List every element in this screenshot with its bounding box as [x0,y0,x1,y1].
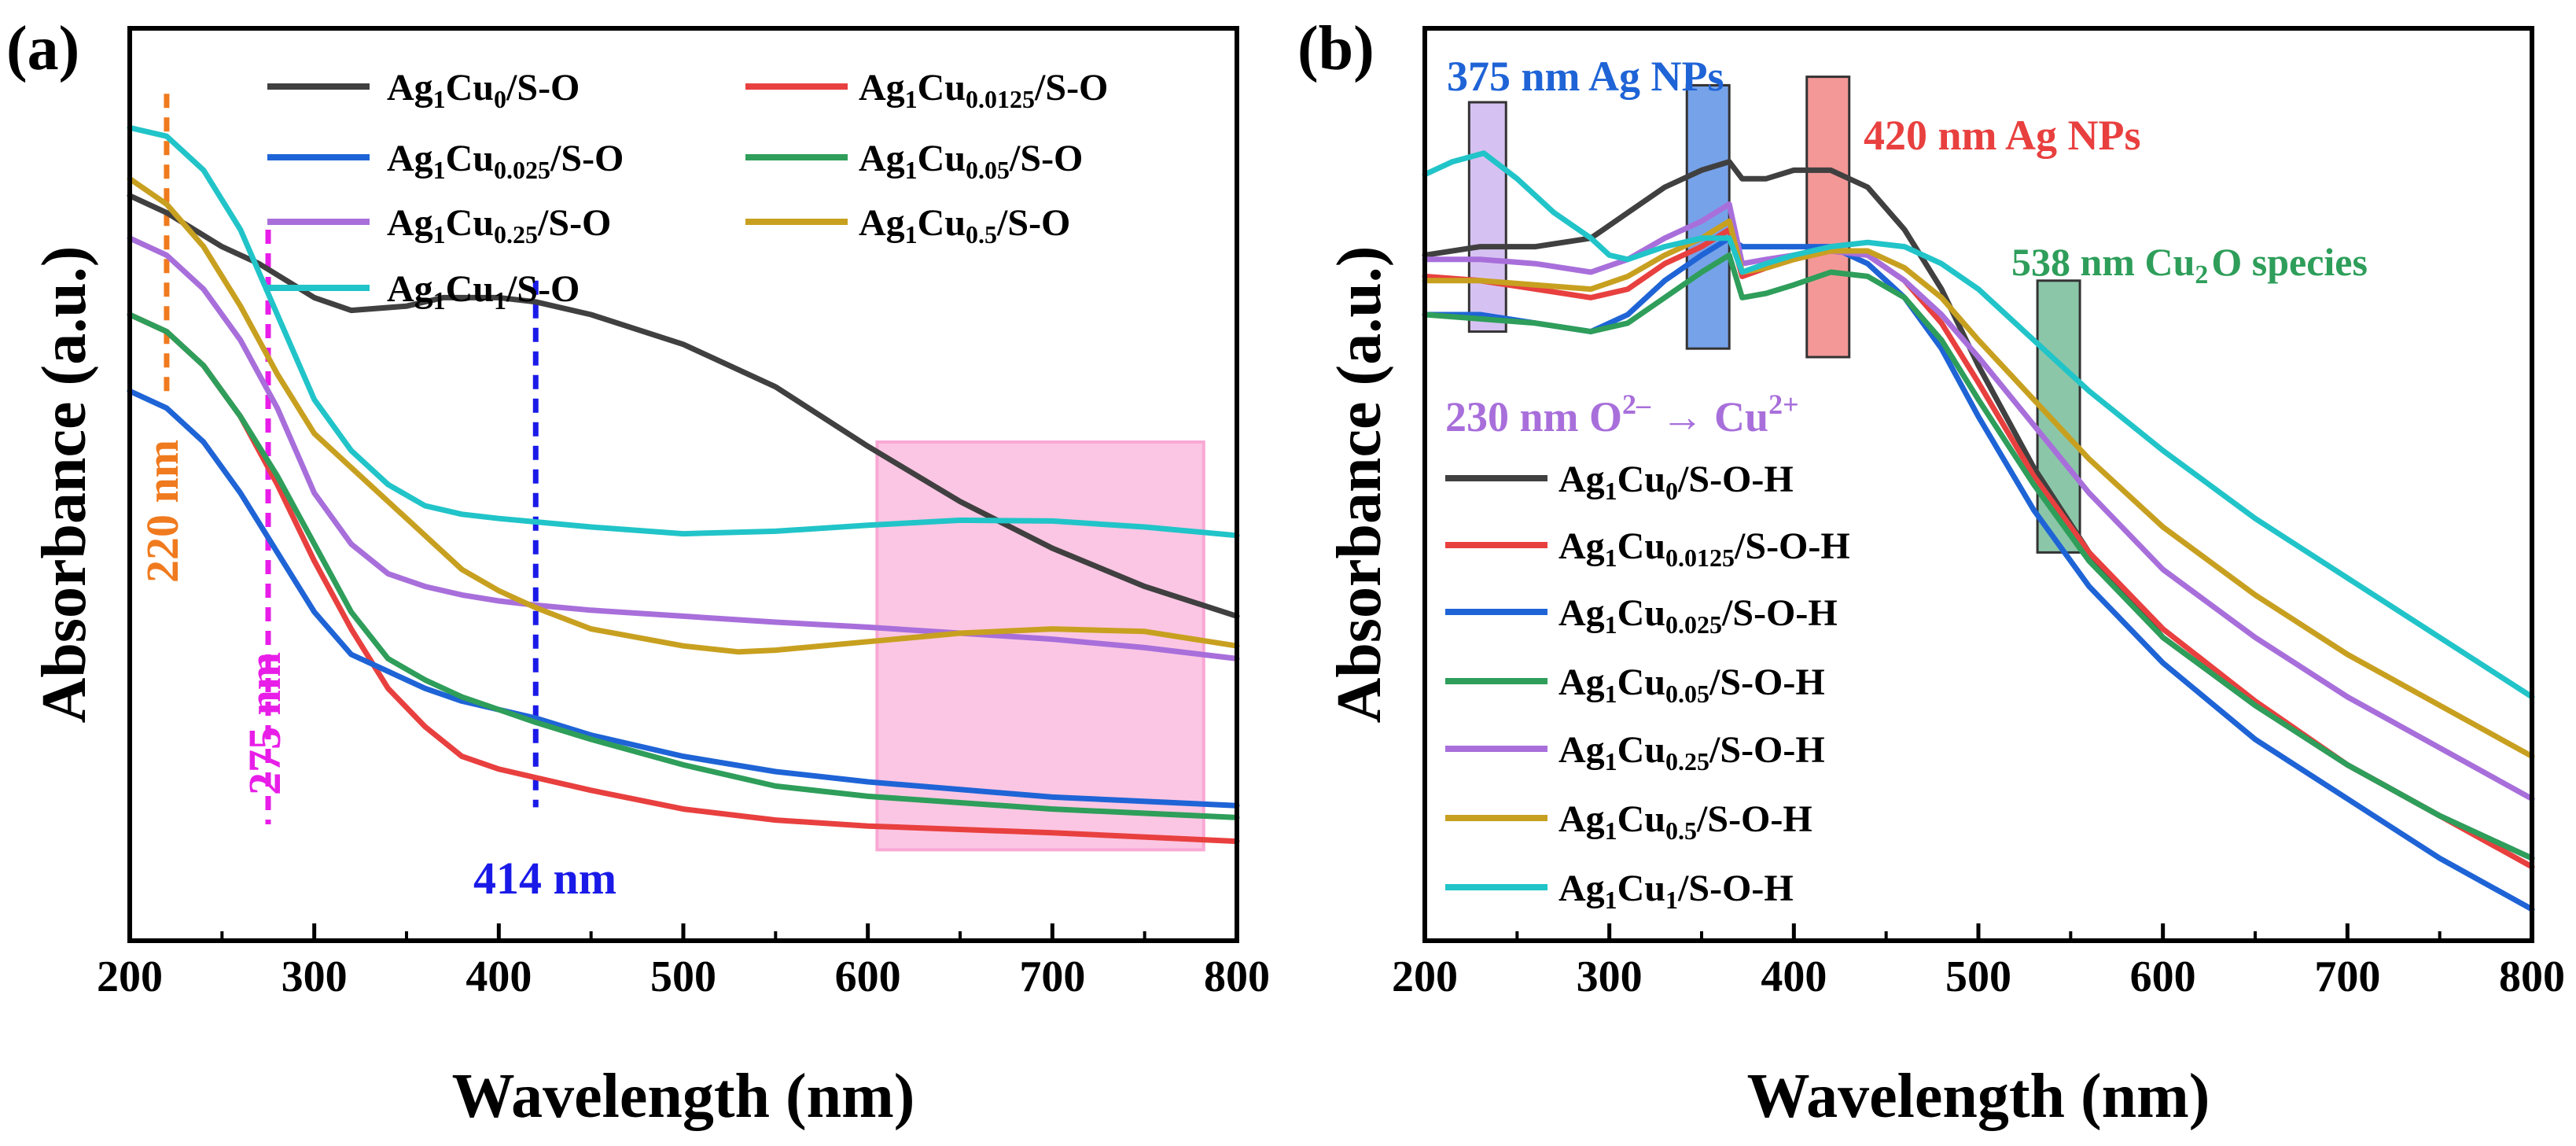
x-tick-label: 700 [1019,953,1085,1001]
series-line-3 [1422,252,2535,861]
legend-label: Ag1Cu0.25/S-O [387,202,611,249]
legend-label: Ag1Cu0/S-O-H [1558,459,1794,505]
panel-b: (b) 200 300 400 500 600 700 800 Wavelength (nm… [1297,14,2565,1131]
x-tick-label: 600 [2130,953,2196,1001]
x-tick-label: 200 [1392,953,1458,1001]
marker-label-275: 275 nm [239,652,290,795]
legend-label: Ag1Cu1/S-O-H [1558,868,1794,914]
x-tick-label: 400 [1761,953,1827,1001]
band-box-0 [1467,101,1507,333]
series-line-3 [127,311,1240,820]
legend-entry: Ag1Cu0/S-O-H [1445,459,1794,505]
series-group-b [1422,150,2535,912]
series-group-a [127,124,1240,845]
x-tick-label: 500 [1945,953,2011,1001]
marker-label-414: 414 nm [473,853,616,904]
legend-label: Ag1Cu0.5/S-O [859,202,1070,249]
legend-label: Ag1Cu1/S-O [387,268,580,315]
legend-entry: Ag1Cu0.25/S-O-H [1445,729,1825,776]
series-line-5 [127,175,1240,655]
series-line-2 [127,388,1240,809]
x-tick-label: 200 [97,953,163,1001]
x-axis-label-a: Wavelength (nm) [452,1062,915,1131]
legend-label: Ag1Cu0.05/S-O-H [1558,661,1825,708]
x-tick-label: 400 [466,953,532,1001]
panel-b-label: (b) [1297,14,1374,83]
legend-entry: Ag1Cu0.0125/S-O-H [1445,525,1850,572]
band-label-375: 375 nm Ag NPs [1447,53,1724,100]
legend-label: Ag1Cu0.0125/S-O-H [1558,525,1850,572]
x-tick-label: 600 [835,953,901,1001]
series-line-6 [127,124,1240,539]
legend-label: Ag1Cu0/S-O [387,67,580,113]
x-tick-label: 800 [1204,953,1270,1001]
legend-entry: Ag1Cu0.5/S-O-H [1445,798,1812,845]
legend-b: Ag1Cu0/S-O-H Ag1Cu0.0125/S-O-H Ag1Cu0.02… [1445,459,1850,914]
x-tick-label: 700 [2314,953,2380,1001]
legend-label: Ag1Cu0.25/S-O-H [1558,729,1825,776]
band-labels-b: 375 nm Ag NPs 420 nm Ag NPs 538 nm Cu2O … [1445,53,2368,440]
legend-label: Ag1Cu0.5/S-O-H [1558,798,1812,845]
band-box-2 [1805,76,1851,359]
y-axis-label-b: Absorbance (a.u.) [1325,246,1394,724]
y-axis-label-a: Absorbance (a.u.) [30,246,99,724]
x-tick-label: 300 [282,953,348,1001]
marker-labels-a: 220 nm 275 nm 414 nm [137,440,616,904]
band-label-230: 230 nm O2– → Cu2+ [1445,389,1799,440]
band-label-538: 538 nm Cu2O species [2011,240,2368,289]
x-tick-label: 800 [2499,953,2565,1001]
x-tick-label: 500 [650,953,716,1001]
legend-label: Ag1Cu0.025/S-O [387,138,624,184]
marker-label-220: 220 nm [137,440,188,583]
legend-label: Ag1Cu0.05/S-O [859,138,1083,184]
legend-entry: Ag1Cu1/S-O [267,268,580,315]
x-ticks-a: 200 300 400 500 600 700 800 [97,923,1270,1001]
legend-entry: Ag1Cu0/S-O [267,67,580,113]
panel-a: (a) 200 300 400 500 600 700 800 Wavelength (nm… [6,14,1270,1131]
legend-entry: Ag1Cu0.05/S-O [745,138,1083,184]
legend-entry: Ag1Cu0.05/S-O-H [1445,661,1825,708]
x-axis-label-b: Wavelength (nm) [1747,1062,2210,1131]
legend-entry: Ag1Cu0.5/S-O [745,202,1070,249]
legend-label: Ag1Cu0.025/S-O-H [1558,592,1838,639]
band-label-420: 420 nm Ag NPs [1864,112,2141,159]
series-line-5 [1422,218,2535,760]
series-line-6 [1422,150,2535,700]
legend-label: Ag1Cu0.0125/S-O [859,67,1108,113]
x-ticks-b: 200 300 400 500 600 700 800 [1392,923,2565,1001]
legend-entry: Ag1Cu1/S-O-H [1445,868,1794,914]
wavelength-markers-a [164,94,539,824]
legend-entry: Ag1Cu0.25/S-O [267,202,611,249]
x-tick-label: 300 [1577,953,1643,1001]
legend-entry: Ag1Cu0.025/S-O-H [1445,592,1838,639]
panel-a-label: (a) [6,14,79,83]
series-line-4 [1422,201,2535,802]
legend-entry: Ag1Cu0.025/S-O [267,138,624,184]
legend-a: Ag1Cu0/S-O Ag1Cu0.025/S-O Ag1Cu0.25/S-O … [267,67,1108,315]
legend-entry: Ag1Cu0.0125/S-O [745,67,1108,113]
